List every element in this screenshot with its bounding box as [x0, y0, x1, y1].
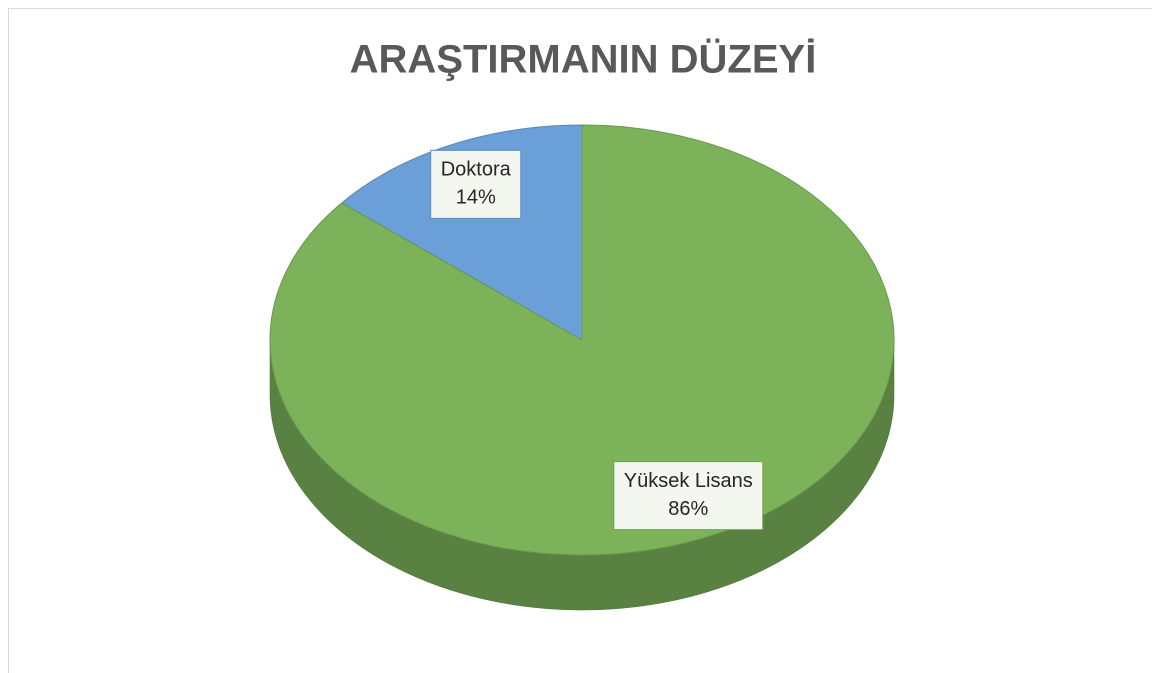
data-label-box [430, 149, 522, 219]
data-label-value: 14% [456, 187, 496, 209]
data-label-name: Yüksek Lisans [624, 470, 753, 492]
pie-slice [340, 124, 583, 341]
data-label-name: Doktora [441, 159, 512, 181]
data-label-box [613, 461, 764, 531]
data-label: Doktora 14% [430, 149, 522, 219]
data-label: Yüksek Lisans 86% [613, 461, 764, 531]
pie-slice [269, 124, 895, 556]
chart-title: ARAŞTIRMANIN DÜZEYİ [350, 37, 817, 82]
data-label-value: 86% [668, 498, 708, 520]
